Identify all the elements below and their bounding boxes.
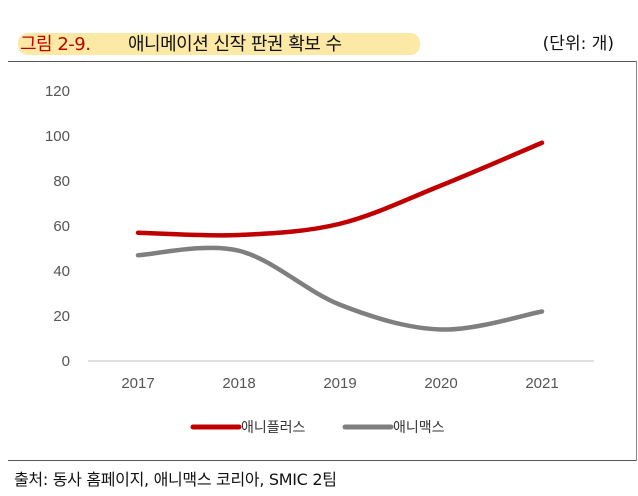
x-tick-label: 2019 xyxy=(323,375,356,392)
x-tick-label: 2021 xyxy=(525,375,558,392)
right-rule xyxy=(636,61,637,461)
legend-label-1: 애니플러스 xyxy=(241,420,306,436)
y-tick-label: 80 xyxy=(53,173,70,190)
y-tick-label: 120 xyxy=(45,83,70,100)
bottom-rule xyxy=(8,460,636,461)
legend-label-2: 애니맥스 xyxy=(393,420,445,436)
source-note: 출처: 동사 홈페이지, 애니맥스 코리아, SMIC 2팀 xyxy=(14,470,337,489)
x-tick-label: 2018 xyxy=(222,375,255,392)
y-tick-label: 40 xyxy=(53,263,70,280)
x-tick-label: 2017 xyxy=(121,375,154,392)
figure-header: 그림 2-9. 애니메이션 신작 판권 확보 수 (단위: 개) xyxy=(0,0,638,62)
title-highlight xyxy=(18,33,420,55)
series-line-2 xyxy=(135,245,545,332)
figure-title: 애니메이션 신작 판권 확보 수 xyxy=(128,34,342,55)
y-tick-label: 60 xyxy=(53,218,70,235)
y-tick-label: 100 xyxy=(45,128,70,145)
figure-label: 그림 2-9. xyxy=(20,34,91,55)
y-tick-label: 0 xyxy=(62,353,70,370)
top-rule xyxy=(8,61,636,62)
unit-label: (단위: 개) xyxy=(542,34,614,54)
series-line-1 xyxy=(135,140,545,238)
x-tick-label: 2020 xyxy=(424,375,457,392)
y-tick-label: 20 xyxy=(53,308,70,325)
